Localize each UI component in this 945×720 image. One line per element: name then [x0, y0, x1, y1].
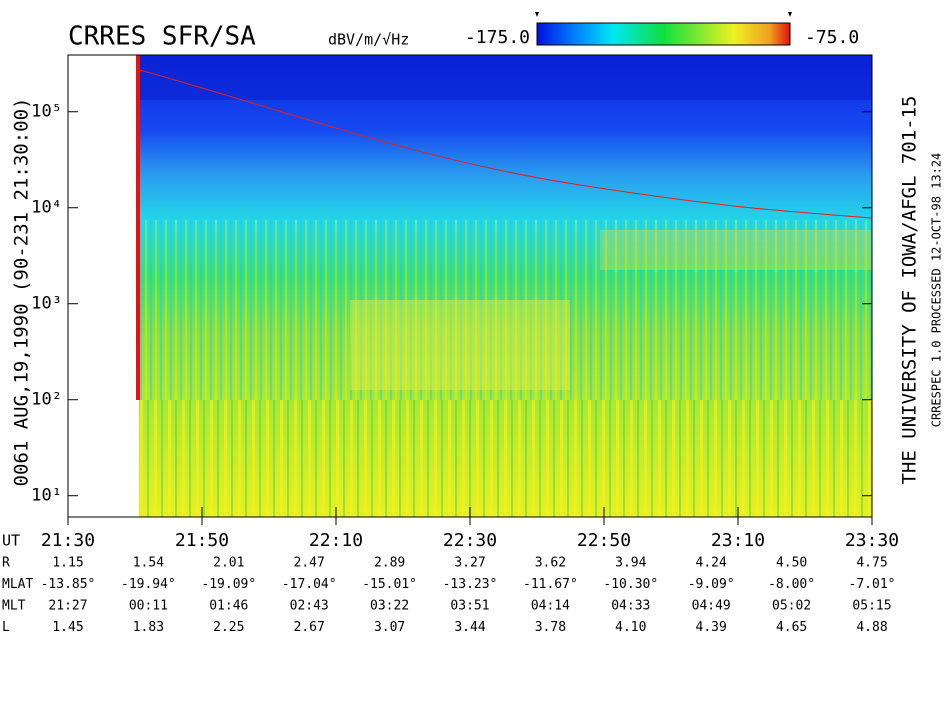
- ephemeris-value: 3.44: [454, 620, 485, 635]
- spectrogram: [136, 55, 873, 517]
- ephemeris-value: 1.54: [133, 556, 164, 571]
- colorbar-max: -75.0: [805, 27, 859, 48]
- ephemeris-value: 4.10: [615, 620, 646, 635]
- ephemeris-value: 2.67: [294, 620, 325, 635]
- ephemeris-value: -11.67°: [523, 577, 578, 592]
- ephemeris-value: 3.78: [535, 620, 566, 635]
- y-tick-label: 10²: [31, 390, 62, 410]
- ephemeris-value: -19.94°: [121, 577, 176, 592]
- ephemeris-value: -13.23°: [443, 577, 498, 592]
- ephemeris-value: -17.04°: [282, 577, 337, 592]
- y-tick-label: 10¹: [31, 486, 62, 506]
- ephemeris-value: 2.01: [213, 556, 244, 571]
- ephemeris-value: 2.47: [294, 556, 325, 571]
- colorbar: [536, 22, 791, 46]
- ephemeris-row-label: L: [2, 620, 10, 635]
- ephemeris-value: 4.75: [856, 556, 887, 571]
- x-tick-label: 22:30: [443, 530, 497, 551]
- chart-title: CRRES SFR/SA: [68, 22, 256, 52]
- x-tick-label: 23:10: [711, 530, 765, 551]
- ephemeris-value: 01:46: [209, 599, 248, 614]
- ephemeris-value: 2.89: [374, 556, 405, 571]
- x-tick-label: 22:10: [309, 530, 363, 551]
- x-tick-label: 23:30: [845, 530, 899, 551]
- ephemeris-row-label: MLT: [2, 599, 26, 614]
- colorbar-min: -175.0: [465, 27, 530, 48]
- y-tick-label: 10⁵: [31, 102, 62, 122]
- ephemeris-value: 1.15: [52, 556, 83, 571]
- ephemeris-value: 04:14: [531, 599, 570, 614]
- ephemeris-value: 3.07: [374, 620, 405, 635]
- ephemeris-value: -13.85°: [41, 577, 96, 592]
- cyclotron-line: [139, 69, 873, 219]
- spectrogram-texture: [139, 55, 872, 100]
- ephemeris-value: 4.88: [856, 620, 887, 635]
- ephemeris-value: 4.65: [776, 620, 807, 635]
- x-tick-label: 21:50: [175, 530, 229, 551]
- right-label: THE UNIVERSITY OF IOWA/AFGL 701-15: [899, 96, 921, 485]
- ephemeris-value: 03:22: [370, 599, 409, 614]
- left-label: 0061 AUG,19,1990 (90-231 21:30:00): [11, 98, 33, 487]
- ephemeris-value: 03:51: [450, 599, 489, 614]
- y-tick-label: 10⁴: [31, 198, 62, 218]
- ephemeris-value: 1.45: [52, 620, 83, 635]
- ephemeris-value: 1.83: [133, 620, 164, 635]
- spectrogram-texture: [139, 400, 872, 517]
- ephemeris-value: -8.00°: [768, 577, 815, 592]
- spectrogram-texture: [350, 300, 570, 390]
- spectrogram-texture: [600, 230, 872, 270]
- y-tick-label: 10³: [31, 294, 62, 314]
- ephemeris-value: 3.94: [615, 556, 646, 571]
- ephemeris-value: 05:02: [772, 599, 811, 614]
- right-sublabel: CRRESPEC 1.0 PROCESSED 12-OCT-98 13:24: [930, 153, 944, 428]
- ephemeris-value: 4.50: [776, 556, 807, 571]
- ephemeris-value: 04:33: [611, 599, 650, 614]
- ephemeris-value: 21:27: [48, 599, 87, 614]
- spectrogram-texture: [139, 220, 872, 400]
- data-start-marker: [136, 55, 140, 400]
- ephemeris-value: -9.09°: [688, 577, 735, 592]
- ephemeris-value: 04:49: [692, 599, 731, 614]
- x-axis-label: UT: [2, 532, 20, 550]
- ephemeris-value: -7.01°: [849, 577, 896, 592]
- ephemeris-value: 00:11: [129, 599, 168, 614]
- ephemeris-value: 2.25: [213, 620, 244, 635]
- ephemeris-value: 3.27: [454, 556, 485, 571]
- ephemeris-value: -15.01°: [362, 577, 417, 592]
- ephemeris-value: 05:15: [852, 599, 891, 614]
- ephemeris-value: 4.39: [696, 620, 727, 635]
- x-tick-label: 22:50: [577, 530, 631, 551]
- colorbar-markers: [535, 12, 792, 17]
- ephemeris-value: -10.30°: [603, 577, 658, 592]
- x-tick-label: 21:30: [41, 530, 95, 551]
- ephemeris-value: 3.62: [535, 556, 566, 571]
- ephemeris-value: 4.24: [696, 556, 727, 571]
- ephemeris-value: -19.09°: [201, 577, 256, 592]
- ephemeris-row-label: MLAT: [2, 577, 33, 592]
- ephemeris-row-label: R: [2, 556, 10, 571]
- colorbar-label: dBV/m/√Hz: [328, 31, 409, 49]
- ephemeris-value: 02:43: [290, 599, 329, 614]
